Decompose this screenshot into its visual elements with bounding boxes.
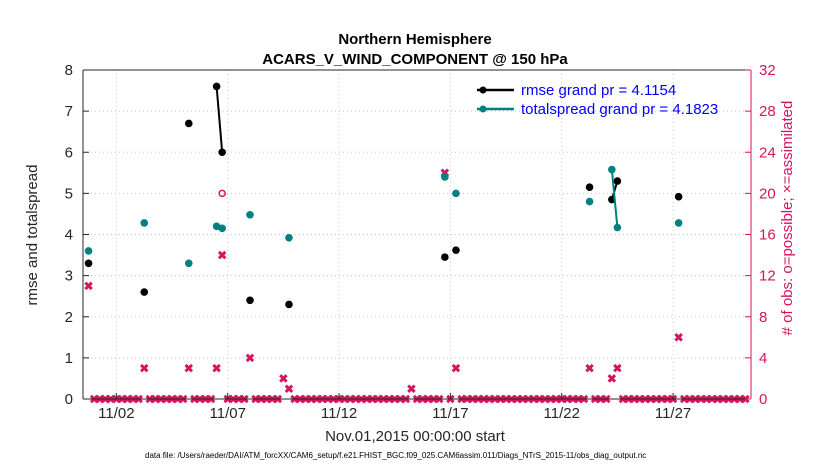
y2-tick-label: 28 — [759, 103, 776, 120]
y-ticks-left: 0 1 2 3 4 5 6 7 8 — [65, 62, 89, 408]
totalspread-point — [441, 173, 449, 181]
obs-assimilated-marker — [279, 374, 288, 383]
obs-assimilated-marker — [245, 353, 255, 363]
y-tick-label: 3 — [65, 268, 73, 285]
totalspread-point — [218, 224, 226, 233]
totalspread-point — [452, 189, 460, 198]
legend: rmse grand pr = 4.1154 totalspread grand… — [477, 82, 718, 118]
totalspread-point — [585, 197, 594, 206]
y2-tick-label: 32 — [759, 62, 776, 79]
totalspread-point — [285, 233, 293, 242]
rmse-point — [184, 119, 193, 128]
y-axis-label: rmse and totalspread — [24, 165, 41, 306]
obs-assimilated-marker — [212, 363, 221, 373]
y-tick-label: 4 — [65, 227, 73, 244]
obs-assimilated-stroke — [139, 363, 149, 373]
x-tick-label: 11/22 — [544, 405, 580, 422]
chart-title: Northern Hemisphere — [338, 31, 491, 48]
obs-assimilated-marker — [84, 281, 93, 291]
legend-rmse-marker — [479, 86, 487, 94]
obs-assimilated-stroke — [184, 363, 194, 373]
obs-assimilated-stroke — [279, 374, 288, 383]
rmse-point — [452, 246, 460, 254]
rmse-point — [84, 259, 93, 268]
x-tick-label: 11/02 — [98, 405, 134, 422]
obs-assimilated-marker — [607, 374, 617, 383]
rmse-point — [246, 296, 254, 305]
rmse-point — [674, 192, 683, 201]
y-ticks-right: 0 4 8 12 16 20 24 28 32 — [745, 62, 776, 408]
rmse-point — [140, 288, 149, 296]
obs-assimilated-stroke — [212, 363, 221, 373]
footer-data-file: data file: /Users/raeder/DAI/ATM_forcXX/… — [145, 451, 646, 460]
y2-tick-label: 12 — [759, 268, 776, 285]
obs-assimilated-stroke — [451, 363, 461, 373]
obs-assimilated-stroke — [217, 250, 227, 260]
obs-possible-marker — [218, 189, 226, 198]
chart-subtitle: ACARS_V_WIND_COMPONENT @ 150 hPa — [262, 51, 568, 68]
y2-tick-label: 4 — [759, 350, 767, 367]
legend-totalspread-marker — [479, 105, 487, 113]
obs-assimilated-marker — [613, 363, 622, 373]
totalspread-point — [84, 247, 93, 255]
x-tick-label: 11/27 — [655, 405, 691, 422]
obs-assimilated-stroke — [613, 363, 622, 373]
totalspread-point — [246, 210, 254, 219]
y-tick-label: 0 — [65, 391, 73, 408]
obs-assimilated-stroke — [585, 363, 594, 373]
y-tick-label: 7 — [65, 103, 73, 120]
obs-assimilated-marker — [184, 363, 194, 373]
totalspread-line — [610, 169, 619, 228]
rmse-point — [212, 82, 221, 91]
obs-assimilated-marker — [139, 363, 149, 373]
x-tick-label: 11/12 — [321, 405, 357, 422]
obs-assimilated-marker — [674, 333, 683, 342]
obs-assimilated-marker — [451, 363, 461, 373]
rmse-point — [585, 183, 594, 192]
y2-tick-label: 16 — [759, 227, 776, 244]
obs-assimilated-stroke — [407, 384, 416, 393]
legend-rmse-label: rmse grand pr = 4.1154 — [521, 82, 676, 99]
totalspread-point — [184, 259, 193, 268]
obs-assimilated-stroke — [284, 384, 294, 393]
totalspread-point — [140, 219, 149, 227]
rmse-line — [215, 86, 224, 153]
y2-tick-label: 8 — [759, 309, 767, 326]
rmse-point — [613, 177, 622, 185]
rmse-point — [441, 253, 449, 261]
legend-totalspread-label: totalspread grand pr = 4.1823 — [521, 101, 718, 118]
obs-assimilated-stroke — [84, 281, 93, 291]
series-layer — [84, 82, 683, 309]
y-tick-label: 6 — [65, 144, 73, 161]
totalspread-point — [608, 165, 616, 174]
y2-tick-label: 0 — [759, 391, 767, 408]
obs-assimilated-marker — [217, 250, 227, 260]
y2-tick-label: 24 — [759, 144, 776, 161]
y-tick-label: 1 — [65, 350, 73, 367]
rmse-point — [218, 148, 226, 157]
x-tick-label: 11/07 — [210, 405, 246, 422]
y2-tick-label: 20 — [759, 185, 776, 202]
obs-assimilated-marker — [407, 384, 416, 393]
x-axis-label: Nov.01,2015 00:00:00 start — [325, 428, 506, 445]
obs-assimilated-stroke — [674, 333, 683, 342]
x-tick-label: 11/17 — [432, 405, 468, 422]
y-tick-label: 8 — [65, 62, 73, 79]
y-tick-label: 5 — [65, 185, 73, 202]
y-tick-label: 2 — [65, 309, 73, 326]
totalspread-point — [613, 223, 622, 232]
y2-axis-label: # of obs: o=possible; ×=assimilated — [779, 101, 796, 336]
obs-assimilated-stroke — [607, 374, 617, 383]
obs-assimilated-stroke — [245, 353, 255, 363]
totalspread-point — [674, 219, 683, 227]
rmse-point — [285, 300, 293, 309]
x-ticks: 11/02 11/07 11/12 11/17 11/22 11/27 — [98, 393, 691, 422]
obs-assimilated-marker — [284, 384, 294, 393]
grid — [83, 70, 751, 399]
obs-assimilated-marker — [585, 363, 594, 373]
